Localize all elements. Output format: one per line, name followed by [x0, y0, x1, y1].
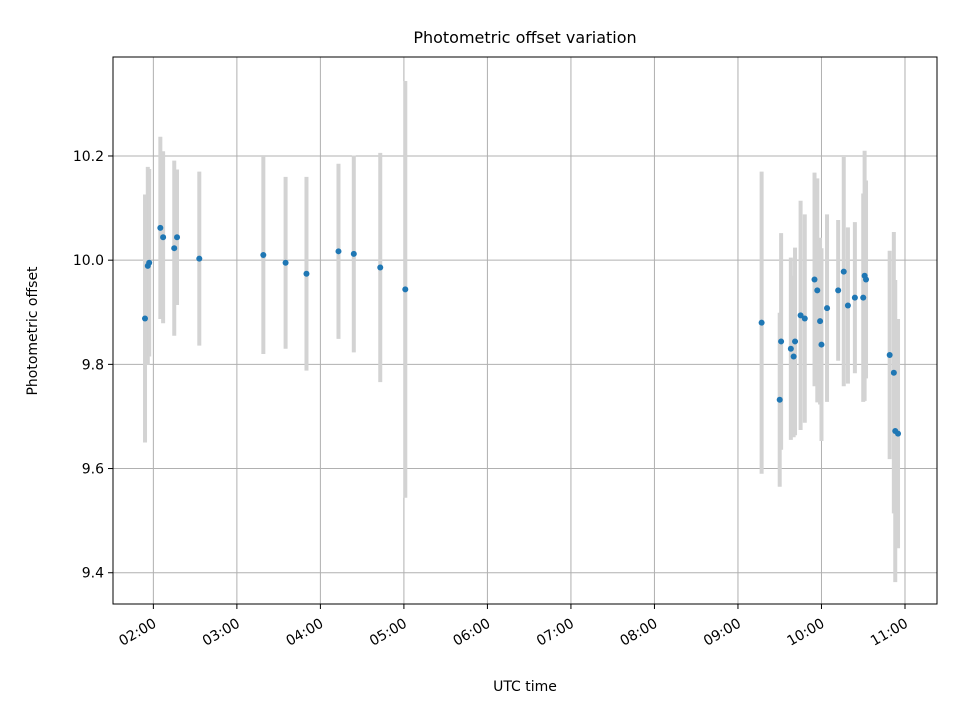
x-tick-label: 04:00 — [283, 616, 326, 650]
data-point — [377, 264, 384, 271]
y-tick-label: 10.0 — [73, 253, 104, 269]
data-point — [890, 369, 897, 376]
data-point — [895, 430, 902, 437]
y-axis-label: Photometric offset — [25, 266, 41, 396]
x-tick-label: 06:00 — [450, 616, 493, 650]
y-tick-label: 9.8 — [82, 357, 104, 373]
data-point — [851, 294, 858, 301]
chart-title: Photometric offset variation — [413, 28, 636, 47]
y-axis: 9.4 9.6 9.8 10.0 10.2 — [73, 149, 113, 582]
data-point — [171, 245, 178, 252]
x-tick-label: 05:00 — [367, 616, 410, 650]
data-point — [174, 234, 181, 241]
x-tick-label: 02:00 — [116, 616, 159, 650]
data-point — [778, 338, 785, 345]
y-tick-label: 10.2 — [73, 149, 104, 165]
y-tick-label: 9.4 — [82, 566, 104, 582]
x-tick-label: 08:00 — [617, 616, 660, 650]
data-point — [860, 294, 867, 301]
data-point — [402, 286, 409, 293]
data-points — [142, 224, 902, 437]
data-point — [303, 270, 310, 277]
data-point — [797, 312, 804, 319]
x-axis-label: UTC time — [493, 679, 557, 695]
y-tick-label: 9.6 — [82, 462, 104, 478]
data-point — [817, 318, 824, 325]
data-point — [844, 302, 851, 309]
data-point — [792, 338, 799, 345]
data-point — [282, 259, 289, 266]
data-point — [157, 224, 164, 231]
data-point — [840, 268, 847, 275]
data-point — [886, 351, 893, 358]
data-point — [818, 341, 825, 348]
data-point — [814, 287, 821, 294]
x-tick-label: 09:00 — [701, 616, 744, 650]
data-point — [787, 345, 794, 352]
data-point — [835, 287, 842, 294]
data-point — [160, 234, 167, 241]
x-tick-label: 10:00 — [785, 616, 828, 650]
x-axis: 02:00 03:00 04:00 05:00 06:00 07:00 08:00 09:00… — [116, 604, 911, 650]
data-point — [790, 353, 797, 360]
x-tick-label: 03:00 — [200, 616, 243, 650]
data-point — [350, 250, 357, 257]
data-point — [776, 396, 783, 403]
data-point — [142, 315, 149, 322]
data-point — [146, 259, 153, 266]
data-point — [260, 251, 267, 258]
plot-frame — [112, 56, 938, 605]
data-point — [811, 276, 818, 283]
data-point — [335, 248, 342, 255]
data-point — [824, 305, 831, 312]
x-tick-label: 07:00 — [534, 616, 577, 650]
data-point — [863, 276, 870, 283]
data-point — [758, 319, 765, 326]
data-point — [196, 255, 203, 262]
x-tick-label: 11:00 — [868, 616, 911, 650]
data-point — [801, 315, 808, 322]
